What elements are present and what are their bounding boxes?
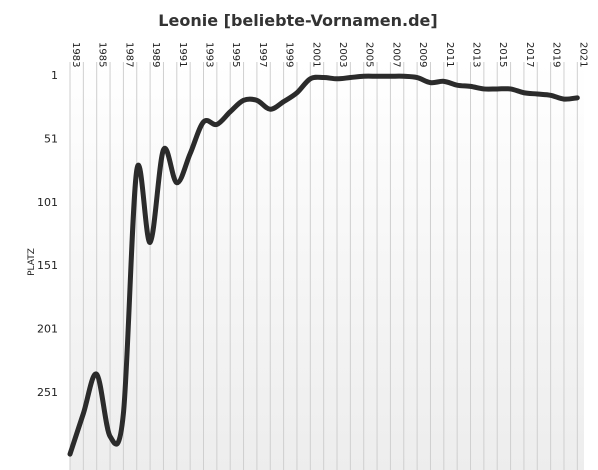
x-tick-label: 2007 bbox=[390, 42, 401, 67]
x-tick-label: 2017 bbox=[524, 42, 535, 67]
plot-background bbox=[70, 62, 584, 470]
y-tick-label: 201 bbox=[37, 323, 58, 336]
x-tick-label: 1999 bbox=[284, 42, 295, 67]
x-axis-ticks: 1983 1985 1987 1989 1991 1993 1995 1997 1999 2001… bbox=[70, 42, 588, 67]
x-tick-label: 1983 bbox=[70, 42, 81, 67]
x-tick-label: 2009 bbox=[417, 42, 428, 67]
y-axis-label: PLATZ bbox=[27, 248, 37, 276]
x-tick-label: 1997 bbox=[257, 42, 268, 67]
x-tick-label: 1993 bbox=[204, 42, 215, 67]
x-tick-label: 1985 bbox=[97, 42, 108, 67]
y-tick-label: 151 bbox=[37, 259, 58, 272]
chart-title: Leonie [beliebte-Vornamen.de] bbox=[158, 11, 437, 30]
x-tick-label: 2019 bbox=[551, 42, 562, 67]
x-tick-label: 2021 bbox=[577, 42, 588, 67]
y-tick-label: 1 bbox=[51, 69, 58, 82]
series-line bbox=[67, 73, 580, 457]
x-tick-label: 1991 bbox=[177, 42, 188, 67]
x-tick-label: 2015 bbox=[497, 42, 508, 67]
x-tick-label: 2011 bbox=[444, 42, 455, 67]
grid-lines bbox=[69, 62, 578, 470]
x-tick-label: 2005 bbox=[364, 42, 375, 67]
x-tick-label: 2003 bbox=[337, 42, 348, 67]
x-tick-label: 1989 bbox=[150, 42, 161, 67]
x-tick-label: 2013 bbox=[471, 42, 482, 67]
y-tick-label: 251 bbox=[37, 386, 58, 399]
x-tick-label: 2001 bbox=[310, 42, 321, 67]
x-tick-label: 1995 bbox=[230, 42, 241, 67]
y-tick-label: 101 bbox=[37, 196, 58, 209]
y-tick-label: 51 bbox=[44, 132, 58, 145]
x-tick-label: 1987 bbox=[123, 42, 134, 67]
